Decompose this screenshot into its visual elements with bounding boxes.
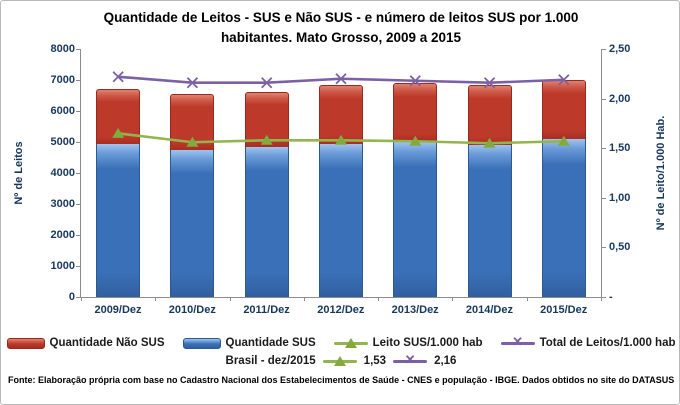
tick-mark bbox=[76, 204, 80, 205]
bar-quantidade-sus bbox=[541, 138, 586, 297]
blue-bar-swatch-icon bbox=[182, 337, 221, 349]
tick-mark bbox=[81, 297, 82, 301]
x-marker-icon bbox=[112, 71, 124, 83]
tick-mark bbox=[155, 297, 157, 301]
tick-mark bbox=[76, 142, 80, 143]
y-axis-left-tick-label: 0 bbox=[68, 291, 75, 303]
tick-mark bbox=[602, 148, 606, 150]
y-axis-right-title: Nº de Leito/1.000 Hab. bbox=[655, 115, 667, 231]
x-axis-line bbox=[80, 297, 606, 298]
tick-mark bbox=[601, 297, 602, 301]
x-marker-icon bbox=[409, 75, 421, 87]
legend-item-leito-sus: Leito SUS/1.000 hab bbox=[333, 337, 483, 349]
tick-mark bbox=[76, 49, 80, 50]
bar-quantidade-nao-sus bbox=[541, 80, 586, 139]
bar-quantidade-sus bbox=[393, 142, 438, 297]
tick-mark bbox=[602, 98, 606, 100]
bar-quantidade-nao-sus bbox=[393, 83, 438, 142]
source-note: Fonte: Elaboração própria com base no Ca… bbox=[8, 375, 675, 385]
tick-mark bbox=[76, 235, 80, 236]
x-marker-icon bbox=[186, 77, 199, 89]
tick-mark bbox=[76, 173, 80, 174]
y-axis-left-tick-label: 2000 bbox=[50, 229, 75, 241]
x-axis-category-label: 2010/Dez bbox=[168, 304, 216, 316]
x-axis-category-label: 2011/Dez bbox=[243, 304, 290, 316]
tick-mark bbox=[526, 297, 528, 301]
legend-label-nao-sus: Quantidade Não SUS bbox=[49, 337, 165, 349]
tick-mark bbox=[303, 297, 305, 301]
triangle-marker-icon bbox=[260, 134, 273, 145]
x-marker-icon bbox=[483, 77, 496, 89]
bar-quantidade-sus bbox=[170, 149, 215, 297]
x-axis-category-label: 2013/Dez bbox=[391, 304, 439, 316]
y-axis-left-tick-label: 1000 bbox=[50, 260, 75, 272]
bar-quantidade-sus bbox=[96, 143, 141, 297]
legend-item-total-leitos: ✕ Total de Leitos/1.000 hab bbox=[500, 335, 676, 349]
bar-quantidade-sus bbox=[467, 145, 512, 297]
purple-x-line-icon: ✕ bbox=[500, 335, 535, 349]
triangle-marker-icon bbox=[409, 135, 422, 146]
y-axis-right-line bbox=[601, 49, 602, 298]
bar-quantidade-sus bbox=[319, 143, 363, 297]
green-triangle-line-icon bbox=[322, 355, 357, 367]
x-marker-icon bbox=[335, 73, 347, 85]
y-axis-right-tick-label: 0,50 bbox=[609, 241, 631, 254]
tick-mark bbox=[602, 197, 606, 199]
tick-mark bbox=[378, 297, 380, 301]
tick-mark bbox=[229, 297, 231, 301]
y-axis-left-tick-label: 5000 bbox=[50, 136, 75, 148]
tick-mark bbox=[76, 297, 80, 298]
legend-item-nao-sus: Quantidade Não SUS bbox=[6, 337, 165, 349]
x-axis-category-label: 2014/Dez bbox=[465, 304, 513, 316]
tick-mark bbox=[76, 80, 80, 81]
chart-title: Quantidade de Leitos - SUS e Não SUS - e… bbox=[103, 10, 579, 46]
y-axis-left-tick-label: 7000 bbox=[50, 74, 75, 86]
y-axis-left-tick-label: 8000 bbox=[50, 43, 75, 55]
legend-item-sus: Quantidade SUS bbox=[182, 337, 316, 349]
legend-label-sus: Quantidade SUS bbox=[225, 337, 316, 349]
triangle-marker-icon bbox=[557, 135, 570, 146]
green-triangle-line-icon bbox=[333, 337, 368, 349]
benchmark-value-total: 2,16 bbox=[434, 355, 457, 367]
triangle-marker-icon bbox=[186, 136, 199, 147]
bar-quantidade-nao-sus bbox=[467, 84, 512, 146]
x-axis-category-label: 2009/Dez bbox=[94, 304, 142, 316]
y-axis-right-tick-label: 2,00 bbox=[609, 92, 631, 105]
y-axis-left-tick-label: 4000 bbox=[50, 167, 75, 179]
y-axis-right-tick-label: 1,50 bbox=[609, 142, 631, 155]
x-marker-icon bbox=[558, 74, 570, 86]
y-axis-right-tick-label: - bbox=[609, 291, 613, 303]
tick-mark bbox=[602, 49, 606, 50]
line-series-layer bbox=[112, 71, 570, 148]
triangle-marker-icon bbox=[112, 127, 125, 138]
y-axis-right-tick-label: 2,50 bbox=[609, 43, 631, 55]
x-marker-icon bbox=[261, 77, 273, 89]
legend: Quantidade Não SUS Quantidade SUS Leito … bbox=[1, 335, 680, 349]
y-axis-right-tick-label: 1,00 bbox=[609, 191, 631, 204]
tick-mark bbox=[602, 247, 606, 249]
benchmark-label: Brasil - dez/2015 bbox=[225, 355, 316, 367]
y-axis-left-tick-label: 6000 bbox=[50, 105, 75, 117]
red-bar-swatch-icon bbox=[6, 337, 45, 349]
tick-mark bbox=[452, 297, 454, 301]
purple-x-line-icon: ✕ bbox=[393, 353, 428, 367]
triangle-marker-icon bbox=[335, 134, 347, 145]
tick-mark bbox=[76, 111, 80, 112]
triangle-marker-icon bbox=[483, 137, 496, 148]
tick-mark bbox=[76, 266, 80, 267]
bar-quantidade-nao-sus bbox=[244, 92, 289, 147]
benchmark-value-leito-sus: 1,53 bbox=[363, 355, 387, 367]
x-axis-category-label: 2012/Dez bbox=[317, 304, 365, 316]
bar-quantidade-sus bbox=[244, 146, 289, 297]
legend-label-leito-sus: Leito SUS/1.000 hab bbox=[372, 337, 483, 349]
legend-label-total-leitos: Total de Leitos/1.000 hab bbox=[539, 337, 676, 349]
bar-quantidade-nao-sus bbox=[319, 84, 363, 144]
y-axis-left-title: Nº de Leitos bbox=[13, 141, 25, 205]
y-axis-left-tick-label: 3000 bbox=[50, 198, 75, 210]
x-axis-category-label: 2015/Dez bbox=[540, 304, 588, 316]
benchmark-legend: Brasil - dez/2015 1,53 ✕ 2,16 bbox=[1, 353, 680, 368]
y-axis-left-line bbox=[80, 49, 81, 298]
